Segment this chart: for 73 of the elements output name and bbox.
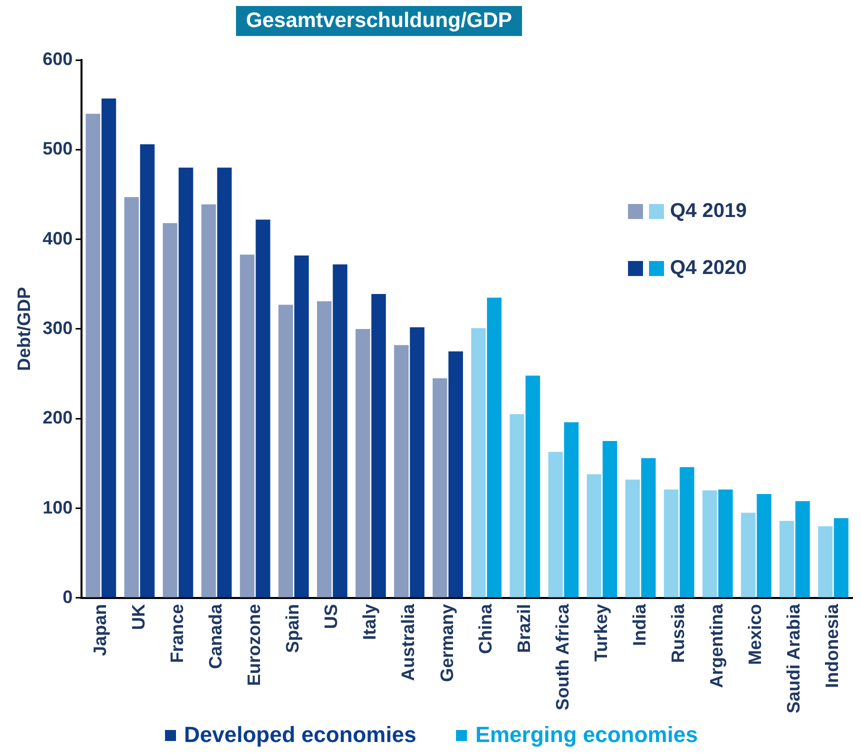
x-tick-label: Canada [206, 602, 226, 669]
x-tick-label: India [629, 602, 650, 646]
bar [102, 98, 116, 598]
x-tick-label: South Africa [552, 602, 572, 710]
bar [718, 489, 733, 598]
bar [256, 220, 270, 598]
bar [702, 490, 717, 598]
bar [756, 494, 772, 598]
bar [586, 474, 602, 598]
legend-label: Q4 2020 [670, 257, 747, 280]
bar [548, 452, 563, 598]
bar [795, 501, 810, 598]
bar [664, 489, 678, 598]
bar [432, 378, 448, 598]
y-tick-label: 600 [42, 48, 73, 69]
bar [124, 197, 139, 598]
y-tick-label: 300 [42, 318, 73, 338]
x-tick-label: Mexico [745, 604, 766, 665]
x-tick-label: Spain [282, 604, 303, 653]
bar [394, 345, 409, 598]
bar [356, 328, 370, 598]
bar [410, 327, 424, 598]
x-tick-label: China [475, 602, 496, 654]
x-tick-label: Turkey [590, 604, 611, 662]
x-tick-label: Brazil [514, 604, 534, 653]
bar [178, 168, 194, 598]
x-tick-label: Italy [360, 604, 380, 640]
bar [317, 301, 332, 598]
bar [740, 512, 756, 598]
bar [641, 458, 656, 598]
bar [332, 264, 348, 598]
bar [240, 254, 254, 598]
x-tick-label: Saudi Arabia [784, 602, 804, 714]
bar [564, 422, 579, 598]
x-tick-label: US [321, 604, 342, 629]
bar [86, 114, 100, 598]
x-tick-label: Russia [668, 602, 688, 663]
x-tick-label: Eurozone [244, 604, 264, 686]
bar [510, 414, 524, 598]
bar [140, 144, 155, 598]
y-tick-label: 100 [42, 497, 73, 518]
x-tick-label: UK [128, 604, 148, 630]
bar [625, 480, 640, 598]
bar [780, 520, 794, 598]
y-tick-label: 500 [42, 138, 73, 159]
x-tick-label: Indonesia [822, 602, 842, 688]
bar [278, 304, 293, 598]
bar [162, 223, 178, 598]
bar [217, 168, 232, 598]
x-tick-label: France [166, 604, 187, 663]
bar [448, 351, 463, 598]
y-axis-title: Debt/GDP [14, 286, 34, 371]
bar [294, 255, 309, 598]
y-tick-label: 200 [42, 408, 73, 428]
bar [201, 204, 216, 598]
chart-title: Gesamtverschuldung/GDP [236, 6, 522, 36]
x-tick-label: Germany [436, 604, 457, 682]
legend-label: Q4 2019 [670, 200, 747, 223]
bar [680, 467, 694, 598]
y-tick-label: 0 [62, 586, 73, 607]
bar [526, 376, 540, 598]
x-tick-label: Argentina [706, 602, 727, 688]
bar [371, 294, 386, 598]
text: Emerging economies [475, 722, 698, 748]
x-tick-label: Japan [90, 604, 110, 656]
bar [486, 298, 502, 598]
bar [471, 328, 486, 598]
bar [602, 441, 618, 598]
bar [818, 526, 833, 598]
text: Developed economies [184, 722, 416, 748]
x-tick-label: Australia [398, 602, 418, 681]
bar [834, 518, 848, 598]
y-tick-label: 400 [42, 228, 73, 248]
